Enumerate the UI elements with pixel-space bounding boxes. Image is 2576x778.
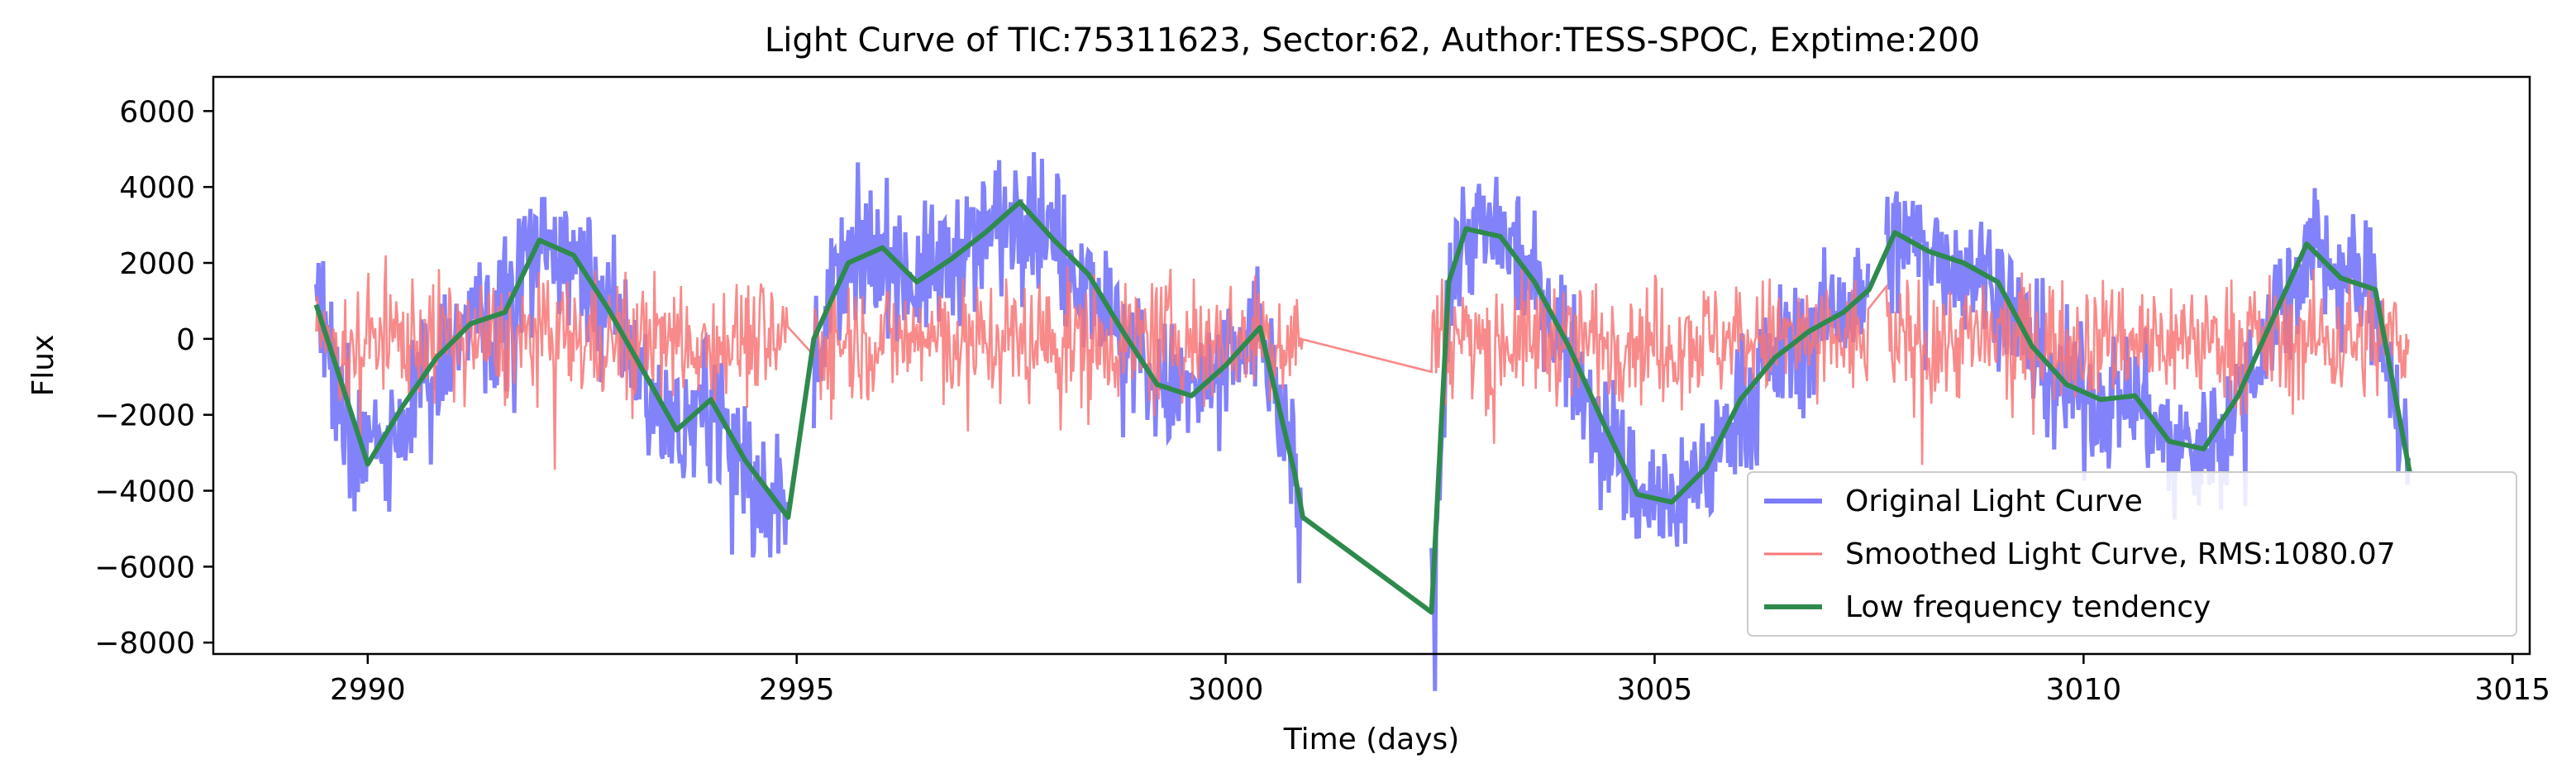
x-tick-label: 2990 <box>330 673 406 707</box>
y-axis-label: Flux <box>26 335 60 397</box>
y-tick-label: −2000 <box>94 399 195 433</box>
y-tick-label: 2000 <box>119 247 195 281</box>
legend-label: Smoothed Light Curve, RMS:1080.07 <box>1845 537 2396 571</box>
y-tick-label: 0 <box>176 323 195 357</box>
series-layer <box>313 152 2412 691</box>
plot-frame <box>212 75 2531 656</box>
x-tick-label: 2995 <box>759 673 835 707</box>
x-axis-label: Time (days) <box>1283 723 1460 757</box>
x-tick-label: 3015 <box>2474 673 2550 707</box>
y-tick-label: 6000 <box>119 95 195 129</box>
legend: Original Light Curve Smoothed Light Curve… <box>1747 471 2517 637</box>
legend-box <box>1747 471 2517 637</box>
y-tick-label: −4000 <box>94 475 195 509</box>
series-original-line <box>314 152 2411 691</box>
y-tick-label: −6000 <box>94 551 195 585</box>
x-tick-label: 3005 <box>1617 673 1693 707</box>
series-trend-line <box>313 199 2412 615</box>
legend-label: Low frequency tendency <box>1845 590 2211 624</box>
y-tick-label: −8000 <box>94 627 195 661</box>
x-tick-label: 3000 <box>1188 673 1264 707</box>
legend-label: Original Light Curve <box>1845 484 2143 518</box>
y-tick-label: 4000 <box>119 171 195 205</box>
chart-title: Light Curve of TIC:75311623, Sector:62, … <box>765 21 1980 60</box>
axes-layer: 2990 2995 3000 3005 3010 3015 −8000 −6000 −4000 −… <box>94 95 2550 707</box>
x-tick-label: 3010 <box>2046 673 2122 707</box>
series-smoothed-line <box>315 255 2410 470</box>
